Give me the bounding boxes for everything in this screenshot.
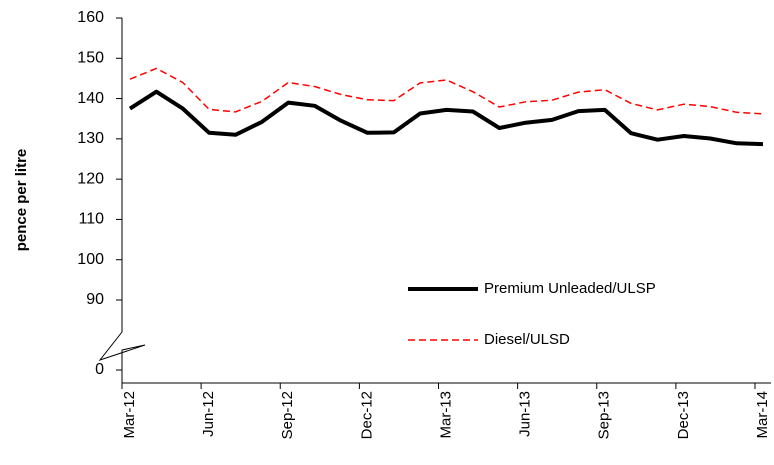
- y-tick-label: 120: [77, 170, 104, 187]
- x-tick-label: Mar-13: [437, 391, 454, 439]
- x-tick-label: Jun-12: [200, 391, 217, 437]
- legend-label: Premium Unleaded/ULSP: [484, 280, 656, 297]
- x-tick-label: Sep-12: [279, 391, 296, 439]
- y-tick-label: 140: [77, 90, 104, 107]
- x-tick-label: Mar-14: [754, 391, 771, 439]
- y-tick-label: 110: [78, 211, 104, 228]
- y-tick-label: 0: [95, 361, 104, 378]
- x-tick-label: Dec-13: [675, 391, 692, 439]
- y-tick-label: 100: [77, 251, 104, 268]
- x-tick-label: Mar-12: [121, 391, 138, 439]
- y-tick-label: 130: [77, 130, 104, 147]
- y-tick-label: 160: [77, 9, 104, 26]
- x-tick-label: Jun-13: [517, 391, 534, 437]
- series-line: [128, 89, 764, 147]
- legend-label: Diesel/ULSD: [484, 331, 570, 348]
- y-tick-label: 150: [77, 50, 104, 67]
- series-line: [129, 67, 764, 115]
- y-axis-label: pence per litre: [13, 149, 30, 252]
- axis-break: [98, 326, 146, 383]
- x-tick-label: Sep-13: [596, 391, 613, 439]
- x-tick-label: Dec-12: [358, 391, 375, 439]
- y-tick-label: 90: [86, 291, 104, 308]
